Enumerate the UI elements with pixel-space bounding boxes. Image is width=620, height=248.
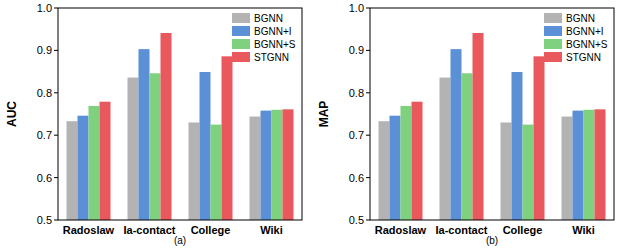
y-tick-label: 0.8 [37, 87, 52, 99]
y-axis-label: AUC [5, 101, 19, 127]
y-tick [54, 135, 58, 136]
bar [283, 109, 294, 220]
bar [189, 122, 200, 220]
bars [379, 33, 606, 220]
bar [222, 56, 233, 220]
bar [139, 49, 150, 220]
y-tick [366, 135, 370, 136]
bar [451, 49, 462, 220]
bar [462, 73, 473, 220]
x-tick-label: Ia-contact [436, 224, 488, 236]
bar [272, 110, 283, 220]
bar [512, 72, 523, 220]
bar [501, 122, 512, 220]
x-tick-label: College [503, 224, 543, 236]
y-tick [54, 177, 58, 178]
y-tick [366, 220, 370, 221]
y-tick [366, 50, 370, 51]
frame [58, 8, 302, 220]
y-tick-label: 0.5 [349, 214, 364, 226]
figure: 0.5 0.6 0.7 0.8 0.9 1.0 AUC Radoslaw Ia-contact C… [0, 0, 620, 248]
legend-label: BGNN [254, 13, 283, 24]
legend-label: BGNN+I [254, 26, 292, 37]
y-tick-label: 0.7 [37, 129, 52, 141]
legend-swatch [544, 39, 562, 49]
y-tick [54, 8, 58, 9]
legend-swatch [232, 52, 250, 62]
x-tick-label: Ia-contact [124, 224, 176, 236]
bar [100, 102, 111, 220]
x-axis-label: (b) [486, 235, 498, 246]
legend-label: BGNN [566, 13, 595, 24]
x-tick-label: Radoslaw [375, 224, 427, 236]
y-tick-label: 0.9 [37, 44, 52, 56]
y-tick-label: 0.9 [349, 44, 364, 56]
x-tick-label: Wiki [260, 224, 283, 236]
bar [440, 78, 451, 220]
bar [412, 102, 423, 220]
legend-label: BGNN+S [566, 39, 608, 50]
legend-label: BGNN+S [254, 39, 296, 50]
legend-swatch [544, 26, 562, 36]
bar [534, 56, 545, 220]
legend-label: BGNN+I [566, 26, 604, 37]
bar [379, 121, 390, 220]
legend-swatch [544, 13, 562, 23]
y-tick [366, 177, 370, 178]
legend-label: STGNN [566, 52, 601, 63]
legend-swatch [544, 52, 562, 62]
bar [161, 33, 172, 220]
legend: BGNN BGNN+I BGNN+S STGNN [544, 13, 608, 63]
bar [150, 73, 161, 220]
frame [370, 8, 614, 220]
legend-swatch [232, 39, 250, 49]
x-tick-label: Wiki [572, 224, 595, 236]
y-tick [366, 92, 370, 93]
bar [523, 125, 534, 220]
chart: 0.5 0.6 0.7 0.8 0.9 1.0 MAP Radoslaw Ia-contact C… [317, 2, 614, 246]
bars [67, 33, 294, 220]
x-tick-label: Radoslaw [63, 224, 115, 236]
x-axis-label: (a) [174, 235, 186, 246]
bar [261, 111, 272, 220]
y-tick [54, 92, 58, 93]
bar [401, 106, 412, 220]
bar [211, 125, 222, 220]
y-tick [54, 220, 58, 221]
bar [200, 72, 211, 220]
bar [128, 78, 139, 220]
y-tick-label: 0.8 [349, 87, 364, 99]
y-tick-label: 0.7 [349, 129, 364, 141]
y-tick-label: 0.6 [349, 172, 364, 184]
bar [390, 116, 401, 220]
bar [78, 116, 89, 220]
y-tick-label: 1.0 [349, 2, 364, 14]
legend: BGNN BGNN+I BGNN+S STGNN [232, 13, 296, 63]
bar [250, 117, 261, 220]
y-tick-label: 0.5 [37, 214, 52, 226]
bar [67, 121, 78, 220]
bar [584, 110, 595, 220]
bar [573, 111, 584, 220]
x-tick-label: College [191, 224, 231, 236]
chart: 0.5 0.6 0.7 0.8 0.9 1.0 AUC Radoslaw Ia-contact C… [5, 2, 302, 246]
bar [562, 117, 573, 220]
bar [473, 33, 484, 220]
y-tick-label: 1.0 [37, 2, 52, 14]
legend-swatch [232, 13, 250, 23]
legend-swatch [232, 26, 250, 36]
y-tick [54, 50, 58, 51]
y-axis-label: MAP [317, 101, 331, 128]
y-tick-label: 0.6 [37, 172, 52, 184]
y-tick [366, 8, 370, 9]
legend-label: STGNN [254, 52, 289, 63]
bar [89, 106, 100, 220]
bar [595, 109, 606, 220]
